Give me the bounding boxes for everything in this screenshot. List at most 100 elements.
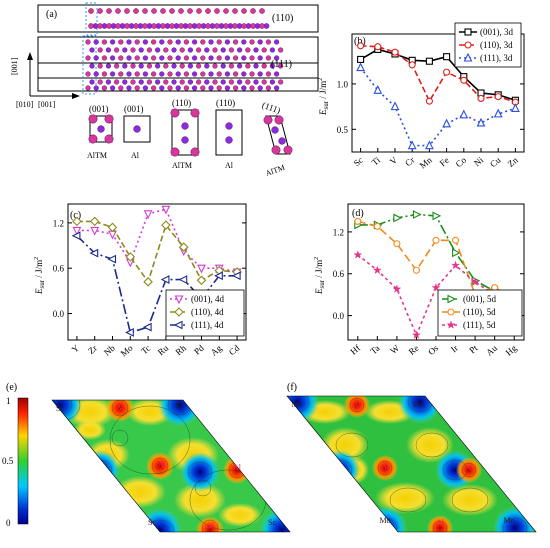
colorbar: 1 0.5 0 [2, 396, 29, 528]
contour-line [377, 460, 393, 476]
y-tick-label: 1.2 [53, 218, 64, 228]
x-tick-label: Au [484, 343, 499, 358]
charge-low-region [52, 400, 82, 427]
data-point [357, 42, 365, 50]
atom [241, 71, 247, 77]
contour-map-e [52, 400, 290, 532]
atom-al-tm [205, 23, 211, 29]
charge-high-region [74, 420, 106, 440]
atom [126, 55, 132, 61]
atom [274, 85, 280, 91]
cell-5-name: AlTM [264, 163, 286, 178]
atom [97, 47, 103, 53]
atom [113, 79, 120, 85]
atom-label: Al [206, 521, 215, 530]
atom-labels-f: Mo Al Mo Al Al Mo Al Mo [291, 400, 514, 527]
x-tick-label: Cd [227, 343, 242, 358]
data-point [143, 277, 153, 287]
atom [89, 79, 95, 85]
data-point [412, 210, 422, 219]
x-tick-label: Mo [119, 343, 135, 359]
atom [228, 47, 235, 53]
slab-111-label: (111) [271, 59, 292, 70]
atom [241, 39, 247, 45]
atom [208, 55, 214, 61]
slab-111-box-3 [37, 77, 319, 92]
atom [245, 63, 251, 69]
unit-cell-atom [190, 147, 200, 157]
atom-label: Mo [379, 516, 390, 525]
cell-2-plane: (001) [124, 104, 144, 114]
atom [274, 55, 280, 61]
data-point [412, 266, 420, 274]
atom [261, 47, 267, 53]
atom [192, 55, 198, 61]
data-point [425, 57, 433, 65]
atom [224, 85, 231, 91]
unit-cell-atom [225, 122, 233, 130]
atom [179, 47, 185, 53]
y-tick-label: 0.6 [333, 269, 345, 279]
atom [187, 79, 194, 85]
data-point [391, 48, 399, 56]
atom [105, 79, 112, 85]
atom [183, 55, 190, 61]
atom [216, 39, 222, 45]
atom [171, 47, 177, 53]
atom [237, 63, 243, 69]
atom-label: Sc [176, 401, 184, 410]
x-tick-label: Mn [418, 155, 434, 171]
chart-panel-d: (d) 0.0 0.6 1.2 Esur / J/m2 Hf Ta W Re Os Ir Pt Au Hg… [314, 203, 525, 358]
y-label-sub: sur [318, 279, 326, 288]
atom [269, 63, 276, 69]
atom [109, 85, 116, 91]
atom-al-tm [169, 8, 175, 14]
atom-al-tm [241, 8, 247, 14]
atom [196, 63, 202, 69]
atom-al-tm [142, 8, 148, 14]
atom [175, 55, 181, 61]
y-label-e: E [318, 109, 328, 116]
atom-al-tm [124, 23, 130, 29]
data-point [356, 62, 365, 72]
charge-low-region [320, 450, 360, 490]
atom [241, 55, 247, 61]
atom [122, 63, 128, 69]
atom [249, 39, 255, 45]
data-point [463, 52, 473, 62]
panel-label: (b) [354, 36, 366, 47]
colorbar-tick-mid: 0.5 [2, 456, 14, 466]
data-point [493, 108, 503, 118]
atom-al-tm [88, 8, 94, 14]
y-label-sub: sur [322, 100, 330, 109]
series-line [76, 235, 238, 334]
atom [93, 71, 99, 77]
atom [159, 55, 165, 61]
unit-cell-atom [263, 115, 273, 125]
atom [204, 47, 210, 53]
charge-high-region [114, 476, 166, 508]
charge-low-region [287, 396, 319, 424]
unit-cell-highlight-111 [82, 35, 97, 95]
atom [192, 39, 198, 45]
y-axis-label: Esur / J/m2 [318, 78, 330, 116]
atom [183, 39, 190, 45]
data-point [125, 252, 136, 262]
contour-panel-e: (e) Sc Al Sc Al Al Sc Al Sc [6, 382, 291, 533]
charge-high-region [218, 503, 262, 527]
atom [163, 63, 169, 69]
atom [93, 55, 99, 61]
unit-cell-atoms [88, 108, 293, 157]
data-point [354, 217, 362, 225]
charge-low-region [180, 452, 220, 492]
crystal-structure-panel: (a) (110) (111) [001] [010] [001] (001) … [10, 2, 319, 178]
atom-label: Al [116, 403, 125, 412]
atom [208, 39, 214, 45]
unit-cell-atom [97, 125, 105, 133]
atom [245, 47, 251, 53]
atom [253, 79, 259, 85]
unit-cell-atom [271, 145, 281, 155]
atom-al-tm [160, 23, 166, 29]
unit-cells: (001) AlTM (001) Al (110) AlTM (110) Al … [87, 98, 293, 178]
series-line [359, 67, 516, 147]
